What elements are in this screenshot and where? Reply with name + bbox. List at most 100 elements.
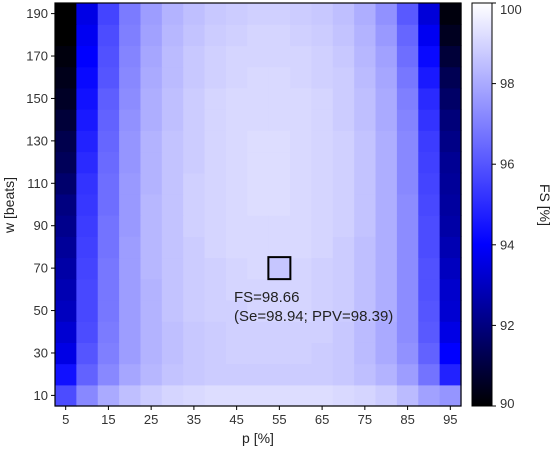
heatmap-cell	[354, 299, 377, 322]
heatmap-cell	[396, 215, 419, 237]
heatmap-cell	[225, 45, 248, 68]
heatmap-cell	[354, 24, 377, 47]
heatmap-cell	[311, 321, 334, 343]
heatmap-cell	[204, 257, 227, 280]
heatmap-cell	[119, 130, 142, 153]
heatmap-cell	[290, 321, 313, 343]
heatmap-cell	[204, 193, 227, 216]
heatmap-cell	[290, 130, 313, 153]
heatmap-cell	[119, 257, 142, 280]
heatmap-cell	[439, 321, 462, 343]
heatmap-cell	[225, 299, 248, 322]
heatmap-cell	[76, 172, 99, 195]
heatmap-cell	[140, 384, 163, 407]
heatmap-cell	[76, 236, 99, 259]
heatmap-cell	[418, 257, 441, 280]
heatmap-cell	[225, 257, 248, 280]
heatmap-cell	[375, 384, 398, 407]
heatmap-cell	[183, 172, 206, 195]
heatmap-cell	[290, 87, 313, 110]
heatmap-cell	[119, 151, 142, 174]
y-tick-label: 150	[26, 91, 48, 106]
heatmap-cell	[76, 321, 99, 343]
heatmap-cell	[354, 363, 377, 386]
heatmap-cell	[396, 193, 419, 216]
heatmap-cell	[439, 172, 462, 195]
heatmap-cell	[97, 109, 120, 131]
heatmap-cell	[396, 363, 419, 386]
heatmap-cell	[183, 109, 206, 131]
y-tick-label: 30	[34, 345, 48, 360]
heatmap-cell	[396, 3, 419, 25]
x-tick-label: 85	[400, 412, 414, 427]
heatmap-cell	[290, 24, 313, 47]
x-tick-label: 65	[315, 412, 329, 427]
heatmap-cell	[76, 130, 99, 153]
heatmap-cell	[247, 215, 270, 237]
colorbar	[471, 2, 493, 407]
heatmap-cell	[354, 321, 377, 343]
heatmap-cell	[418, 321, 441, 343]
heatmap-cell	[247, 66, 270, 89]
heatmap-cell	[332, 363, 355, 386]
heatmap-cell	[247, 236, 270, 259]
heatmap-cell	[396, 45, 419, 68]
heatmap-cell	[354, 342, 377, 365]
heatmap-cell	[418, 299, 441, 322]
x-tick-label: 15	[101, 412, 115, 427]
colorbar-tick-label: 100	[500, 2, 522, 17]
heatmap-cell	[161, 363, 184, 386]
heatmap-cell	[418, 236, 441, 259]
heatmap-cell	[161, 3, 184, 25]
heatmap-cell	[311, 109, 334, 131]
heatmap-cell	[332, 172, 355, 195]
heatmap-cell	[161, 130, 184, 153]
heatmap-cell	[183, 363, 206, 386]
x-tick-label: 45	[229, 412, 243, 427]
heatmap-cell	[97, 299, 120, 322]
heatmap-cell	[161, 278, 184, 301]
heatmap-cell	[55, 172, 77, 195]
heatmap-cell	[183, 257, 206, 280]
y-axis-label: w [beats]	[1, 177, 17, 234]
colorbar-ticks: 90 92 94 96 98 100	[492, 2, 522, 411]
x-axis-label: p [%]	[242, 430, 274, 446]
heatmap-cell	[354, 109, 377, 131]
heatmap-cell	[375, 130, 398, 153]
heatmap-cell	[97, 45, 120, 68]
heatmap-cell	[225, 321, 248, 343]
heatmap-cell	[204, 172, 227, 195]
heatmap-cell	[76, 3, 99, 25]
heatmap-cell	[119, 87, 142, 110]
heatmap-cell	[375, 278, 398, 301]
heatmap-cell	[55, 236, 77, 259]
heatmap-cell	[247, 193, 270, 216]
heatmap-cell	[354, 278, 377, 301]
heatmap-cell	[268, 172, 291, 195]
heatmap-cell	[247, 342, 270, 365]
heatmap-cell	[97, 87, 120, 110]
heatmap-cell	[204, 321, 227, 343]
heatmap-cell	[97, 193, 120, 216]
heatmap-cell	[140, 87, 163, 110]
heatmap-cell	[76, 384, 99, 407]
y-tick-label: 10	[34, 388, 48, 403]
heatmap-cell	[290, 278, 313, 301]
colorbar-label: FS [%]	[537, 184, 550, 226]
heatmap-cell	[354, 66, 377, 89]
heatmap-cell	[140, 130, 163, 153]
heatmap-cell	[439, 278, 462, 301]
heatmap-cell	[396, 130, 419, 153]
heatmap-cell	[55, 342, 77, 365]
heatmap-cell	[396, 66, 419, 89]
heatmap-cell	[140, 45, 163, 68]
heatmap-cell	[290, 66, 313, 89]
heatmap-cell	[247, 45, 270, 68]
heatmap-cell	[375, 321, 398, 343]
heatmap-cell	[375, 299, 398, 322]
heatmap-cell	[311, 45, 334, 68]
heatmap-cell	[418, 172, 441, 195]
heatmap-cell	[161, 321, 184, 343]
y-tick-label: 170	[26, 49, 48, 64]
heatmap-cell	[375, 215, 398, 237]
